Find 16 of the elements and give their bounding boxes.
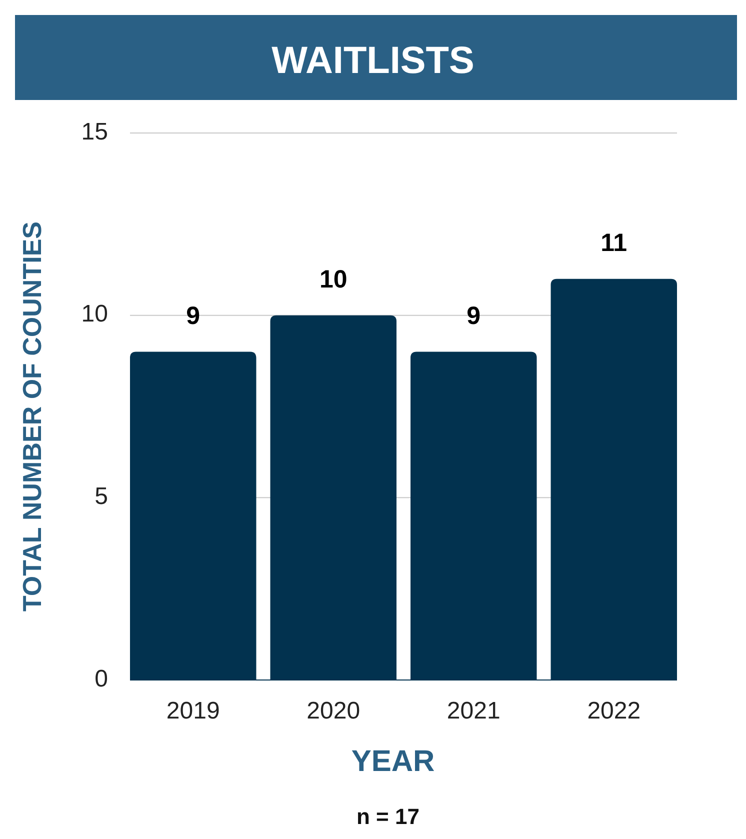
y-tick-label: 10: [81, 300, 108, 328]
data-label: 11: [600, 228, 628, 257]
data-label: 9: [466, 302, 481, 330]
chart-title: WAITLISTS: [272, 40, 474, 82]
y-tick-label: 0: [94, 665, 108, 692]
x-tick-label: 2019: [166, 697, 220, 724]
x-tick-label: 2020: [306, 697, 360, 724]
y-tick-label: 5: [94, 483, 108, 510]
data-label: 9: [186, 302, 200, 330]
x-axis-title: YEAR: [351, 744, 436, 778]
x-tick-label: 2021: [446, 697, 500, 724]
y-tick-label: 15: [81, 118, 108, 146]
data-label: 10: [319, 265, 348, 294]
text: n = 17: [356, 804, 420, 829]
y-axis-title: TOTAL NUMBER OF COUNTIES: [16, 222, 47, 612]
x-tick-label: 2022: [587, 697, 641, 724]
